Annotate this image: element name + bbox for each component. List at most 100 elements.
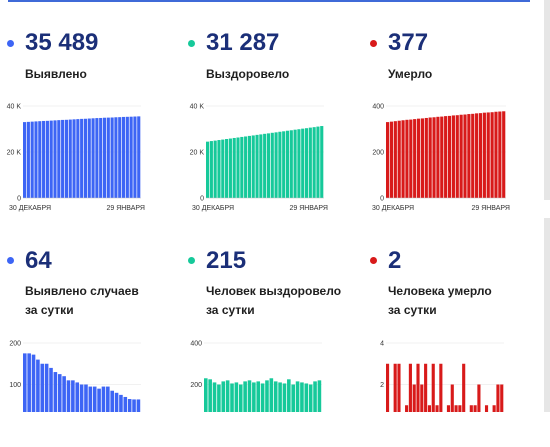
y-tick-label: 20 K xyxy=(7,150,22,157)
bar xyxy=(30,121,34,198)
bar xyxy=(386,363,390,412)
bar xyxy=(49,120,53,198)
stat-panel-daily-detected: 64 Выявлено случаев за сутки 2001000 xyxy=(5,247,180,447)
bar xyxy=(269,378,274,412)
bar xyxy=(255,134,259,198)
bar xyxy=(230,383,234,412)
bar xyxy=(129,116,133,198)
bar xyxy=(416,118,421,198)
scrollbar-edge-bottom xyxy=(544,218,550,412)
series-dot xyxy=(7,257,14,264)
chart-died-cumulative: 400 200 0 30 ДЕКАБРЯ 29 ЯНВАРЯ xyxy=(372,104,510,213)
y-tick-label: 20 K xyxy=(190,150,205,157)
bar xyxy=(53,372,58,412)
bar xyxy=(420,118,425,198)
scrollbar-edge-top xyxy=(544,0,550,200)
bar xyxy=(440,116,444,198)
stat-panel-detected: 35 489 Выявлено 40 K 20 K 0 30 ДЕКАБРЯ 29 ЯН… xyxy=(5,28,180,228)
bar xyxy=(36,359,40,412)
bar xyxy=(243,381,247,412)
bar xyxy=(482,112,486,198)
bar xyxy=(92,386,97,412)
bar xyxy=(313,381,317,412)
top-divider-line xyxy=(8,0,530,2)
bar xyxy=(83,118,88,198)
bar xyxy=(498,111,502,198)
bar xyxy=(265,380,269,412)
bar xyxy=(416,363,420,412)
bar xyxy=(106,386,110,412)
bar xyxy=(114,117,118,198)
bar xyxy=(49,367,53,412)
bar xyxy=(424,363,428,412)
bar xyxy=(251,135,255,198)
bar xyxy=(458,405,462,412)
bar xyxy=(110,117,114,198)
bar xyxy=(304,383,309,412)
series-dot xyxy=(370,40,377,47)
bar xyxy=(44,363,49,412)
bar xyxy=(467,114,471,198)
bar xyxy=(208,379,212,412)
bar xyxy=(88,386,93,412)
bar xyxy=(293,129,297,198)
bar xyxy=(31,354,36,412)
bar xyxy=(204,378,208,412)
y-tick-label: 2 xyxy=(380,382,384,389)
bar xyxy=(64,119,68,198)
bar xyxy=(238,384,243,412)
bar xyxy=(413,119,417,198)
bar xyxy=(127,399,132,412)
bar xyxy=(213,140,217,198)
bar xyxy=(304,128,309,198)
bar xyxy=(297,129,301,198)
y-tick-label: 0 xyxy=(17,196,21,203)
bar xyxy=(34,121,38,198)
series-dot xyxy=(370,257,377,264)
bar xyxy=(401,120,405,198)
bar xyxy=(240,136,244,198)
bar xyxy=(444,116,448,198)
y-tick-label: 400 xyxy=(190,341,202,348)
bar xyxy=(420,384,424,412)
bar xyxy=(114,392,119,412)
bar xyxy=(435,405,439,412)
bar xyxy=(247,380,252,412)
bar xyxy=(91,118,95,198)
bar xyxy=(432,117,436,198)
bar xyxy=(446,405,451,412)
bar xyxy=(291,384,295,412)
bar xyxy=(119,394,123,412)
bar xyxy=(300,382,304,412)
bar xyxy=(408,363,412,412)
series-dot xyxy=(188,257,195,264)
bar xyxy=(87,118,91,198)
bar xyxy=(397,363,401,412)
bar xyxy=(436,116,440,198)
bar xyxy=(133,116,137,198)
bar xyxy=(409,119,413,198)
bar xyxy=(244,136,248,198)
bar xyxy=(61,119,65,198)
bar xyxy=(23,353,27,412)
y-tick-label: 400 xyxy=(372,104,384,111)
bar xyxy=(278,382,282,412)
bar xyxy=(475,113,479,198)
bar xyxy=(57,120,61,198)
bar xyxy=(308,127,312,198)
bar xyxy=(27,353,31,412)
bar xyxy=(259,134,263,198)
bar xyxy=(45,120,49,198)
bar xyxy=(282,383,287,412)
stat-panel-recovered: 31 287 Выздоровело 40 K 20 K 0 30 ДЕКАБРЯ 29… xyxy=(186,28,361,228)
bar xyxy=(234,382,239,412)
bar xyxy=(486,112,490,198)
bar xyxy=(42,120,46,198)
bar xyxy=(136,399,141,412)
bar xyxy=(405,119,409,198)
bar xyxy=(393,121,397,198)
series-dot xyxy=(7,40,14,47)
stat-label: Выявлено случаев xyxy=(25,284,139,298)
bar xyxy=(316,126,320,198)
